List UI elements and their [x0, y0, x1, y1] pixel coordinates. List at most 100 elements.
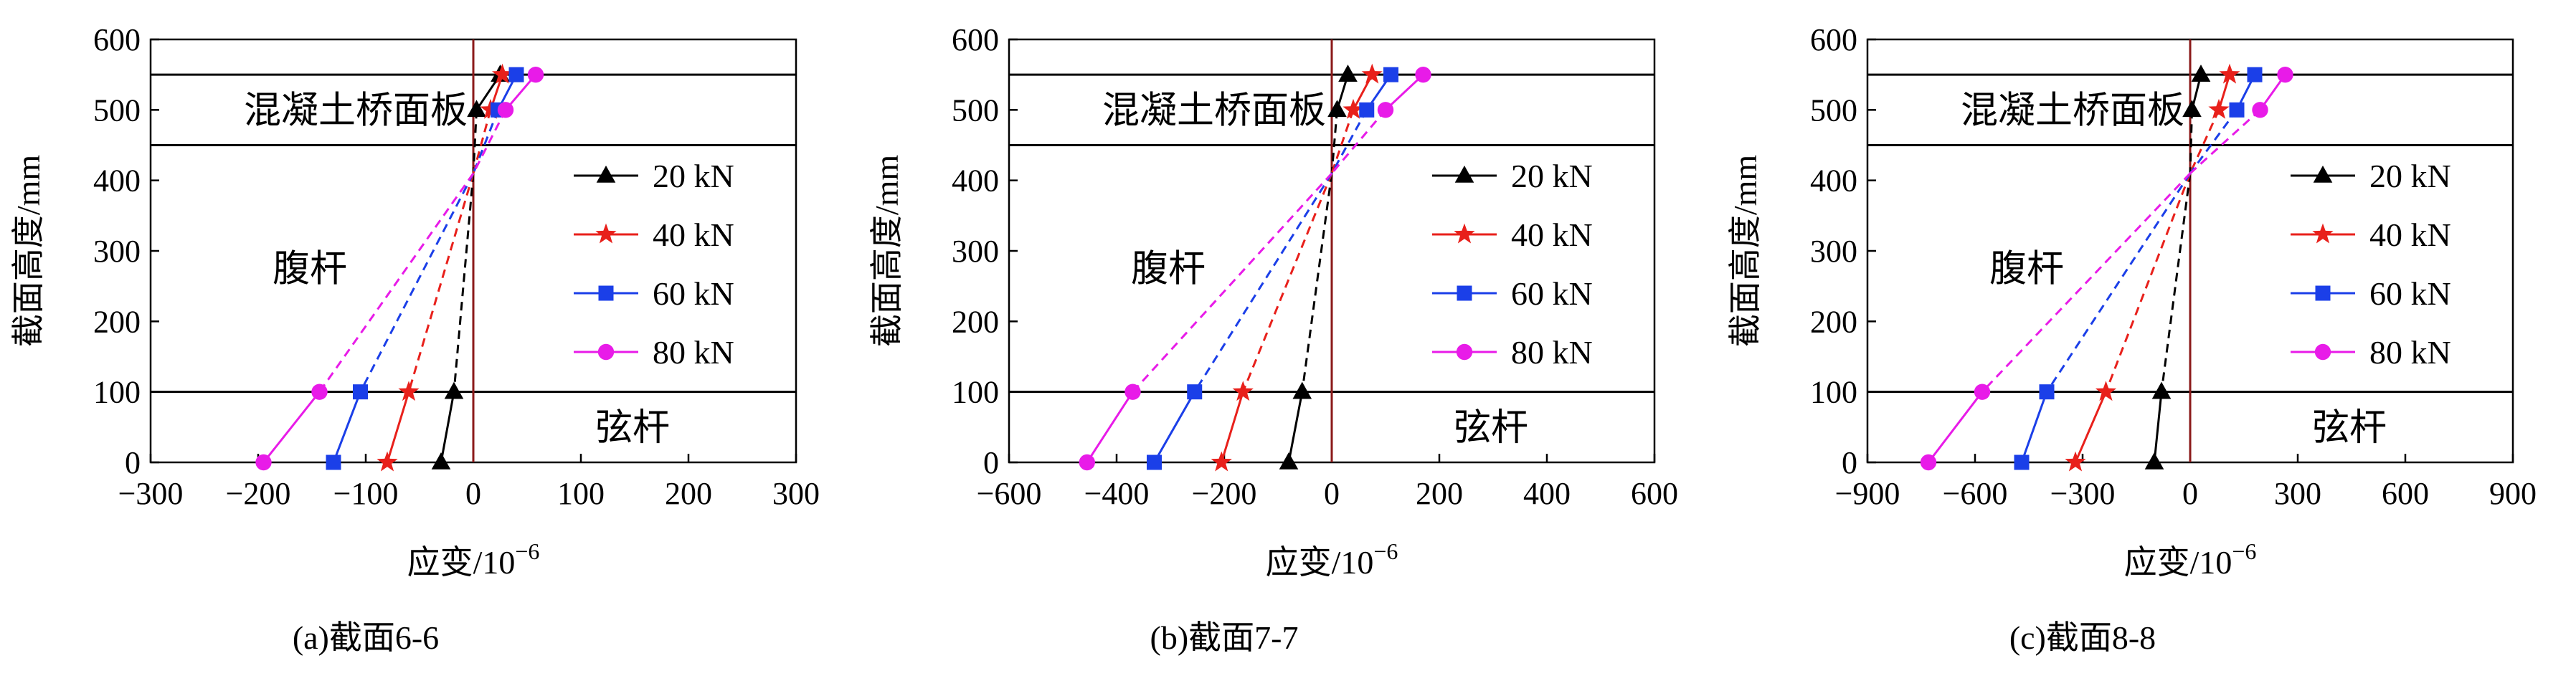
- x-axis-label: 应变/10−6: [1266, 538, 1398, 581]
- data-point: [497, 102, 514, 118]
- legend-label: 20 kN: [653, 158, 734, 194]
- series-line-chord: [1927, 391, 1984, 463]
- region-label-web: 腹杆: [273, 249, 347, 290]
- data-point: [353, 384, 368, 400]
- region-label-deck: 混凝土桥面板: [1961, 90, 2184, 131]
- data-point: [2277, 66, 2293, 83]
- y-tick-label: 200: [952, 304, 999, 339]
- data-point: [527, 66, 544, 83]
- data-point: [1383, 67, 1398, 82]
- series-line-chord: [386, 391, 410, 463]
- series-line-transition: [2189, 109, 2238, 174]
- series-line-transition: [2189, 109, 2220, 174]
- series-line-chord: [332, 391, 361, 463]
- y-tick-label: 600: [93, 22, 141, 57]
- series-line-transition: [2189, 109, 2261, 174]
- series-60-kN: [326, 67, 524, 470]
- series-line-web: [453, 173, 475, 392]
- x-tick-label: 600: [2382, 476, 2429, 511]
- y-tick-label: 200: [1810, 304, 1857, 339]
- panel-caption: (b)截面7-7: [1150, 619, 1299, 656]
- region-label-web: 腹杆: [1131, 249, 1206, 290]
- chart-panel-a: 0 100 200 300 400 500 600 −300 −200 −100 0 100 200 30…: [10, 22, 820, 656]
- x-tick-label: −300: [2050, 476, 2116, 511]
- data-point: [2247, 67, 2263, 82]
- series-line-web: [1193, 173, 1333, 393]
- data-point: [1377, 102, 1394, 118]
- data-point: [2208, 98, 2230, 119]
- x-tick-label: 100: [557, 476, 605, 511]
- y-tick-label: 400: [1810, 163, 1857, 199]
- x-axis-label-text: 应变/10: [2124, 544, 2232, 581]
- series-line-chord: [2074, 391, 2107, 463]
- legend-label: 20 kN: [1511, 158, 1593, 194]
- x-tick-label: −300: [118, 476, 184, 511]
- x-tick-label: −200: [226, 476, 291, 511]
- data-point: [1232, 381, 1254, 401]
- series-40-kN: [1211, 63, 1383, 472]
- y-axis-label: 截面高度/mm: [868, 155, 905, 348]
- x-tick-label: 300: [2274, 476, 2321, 511]
- series-40-kN: [2065, 63, 2240, 472]
- x-tick-label: 0: [465, 476, 481, 511]
- x-axis-label-exponent: −6: [1373, 538, 1398, 564]
- data-point: [1079, 454, 1095, 471]
- data-point: [2014, 454, 2030, 470]
- data-point: [311, 384, 328, 400]
- legend-marker: [596, 166, 616, 183]
- x-tick-label: 200: [1416, 476, 1463, 511]
- series-line-transition: [472, 109, 492, 174]
- x-tick-label: 300: [772, 476, 820, 511]
- data-point: [2191, 65, 2211, 82]
- legend-marker: [1456, 343, 1473, 361]
- x-tick-label: −900: [1835, 476, 1900, 511]
- series-line-chord: [1086, 391, 1134, 463]
- series-line-web: [407, 173, 475, 393]
- legend-marker: [595, 223, 617, 244]
- series-line-transition: [2189, 110, 2193, 173]
- series-line-chord: [1220, 391, 1244, 463]
- y-tick-label: 500: [1810, 92, 1857, 128]
- legend-marker: [1454, 166, 1474, 183]
- x-tick-label: −600: [977, 476, 1042, 511]
- y-tick-label: 0: [125, 445, 141, 480]
- data-point: [2182, 100, 2202, 118]
- data-point: [1187, 384, 1203, 400]
- legend-marker: [597, 343, 615, 361]
- x-tick-label: −100: [333, 476, 399, 511]
- data-point: [1343, 98, 1364, 119]
- region-label-chord: 弦杆: [595, 408, 670, 449]
- data-point: [1338, 65, 1358, 82]
- series-line-web: [1241, 173, 1333, 393]
- series-line-transition: [1330, 109, 1355, 174]
- legend-marker: [2313, 166, 2333, 183]
- y-tick-label: 600: [1810, 22, 1857, 57]
- x-tick-label: 400: [1523, 476, 1571, 511]
- series-line-web: [318, 172, 475, 393]
- series-20-kN: [1279, 65, 1358, 470]
- y-tick-label: 100: [1810, 375, 1857, 410]
- chart-panel-c: 0 100 200 300 400 500 600 −900 −600 −300 0 300 600 90…: [1727, 22, 2537, 656]
- data-point: [1359, 102, 1375, 118]
- series-line-web: [1132, 172, 1333, 393]
- y-tick-label: 100: [952, 375, 999, 410]
- data-point: [2065, 451, 2086, 472]
- data-point: [1147, 454, 1162, 470]
- legend-marker: [2312, 223, 2334, 244]
- legend-label: 80 kN: [2369, 334, 2451, 371]
- x-axis-label: 应变/10−6: [407, 538, 540, 581]
- data-point: [508, 67, 524, 82]
- series-line-transition: [1330, 109, 1368, 174]
- data-point: [467, 100, 486, 118]
- series-line-transition: [472, 110, 478, 173]
- region-label-chord: 弦杆: [1454, 408, 1528, 449]
- legend-label: 40 kN: [1511, 216, 1593, 253]
- series-line-chord: [262, 391, 321, 463]
- data-point: [1920, 454, 1937, 471]
- series-80-kN: [1920, 66, 2293, 471]
- legend-marker: [2315, 285, 2331, 301]
- series-line-web: [2045, 173, 2192, 393]
- y-tick-label: 400: [952, 163, 999, 199]
- series-line-chord: [1287, 391, 1304, 463]
